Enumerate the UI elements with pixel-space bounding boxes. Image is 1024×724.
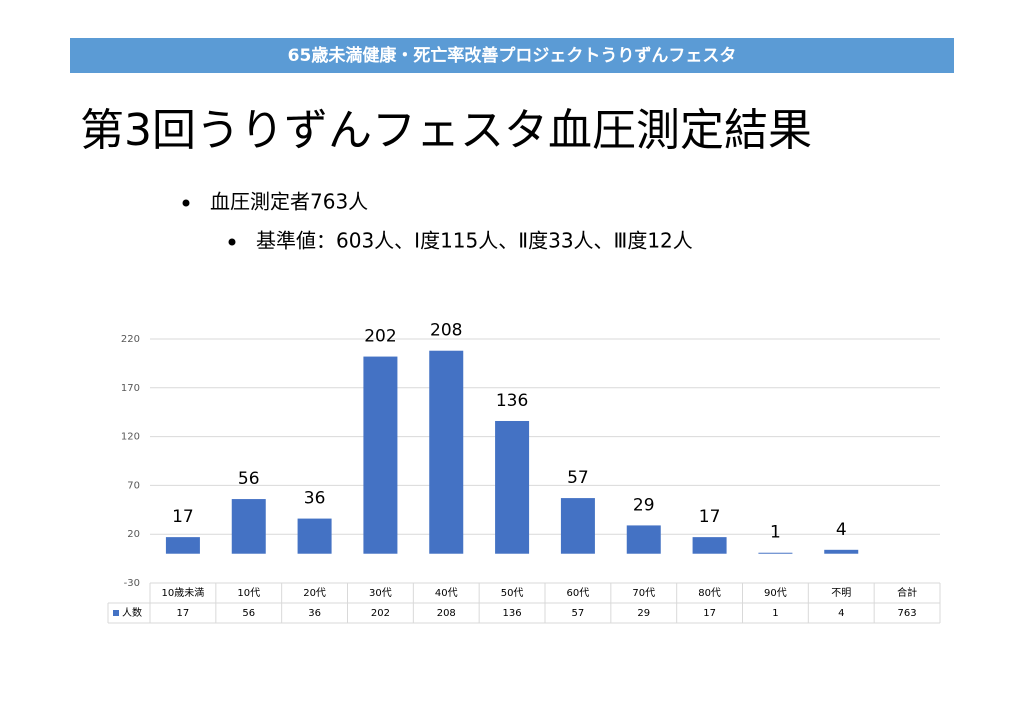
table-value: 1 xyxy=(772,608,778,619)
table-value: 136 xyxy=(503,608,522,619)
data-label: 29 xyxy=(633,495,655,515)
bar xyxy=(165,537,200,554)
bar xyxy=(363,356,398,554)
y-tick-label: 70 xyxy=(127,480,140,491)
banner-text: 65歳未満健康・死亡率改善プロジェクトうりずんフェスタ xyxy=(288,45,737,66)
bullet-text: 血圧測定者763人 xyxy=(210,190,368,214)
data-label: 36 xyxy=(304,489,326,509)
x-tick-label: 10歳未満 xyxy=(162,587,205,599)
x-tick-label: 40代 xyxy=(435,587,458,599)
bar xyxy=(560,498,595,554)
x-tick-label: 60代 xyxy=(567,587,590,599)
x-tick-label: 20代 xyxy=(303,587,326,599)
data-label: 17 xyxy=(699,507,721,527)
y-tick-label: 120 xyxy=(121,432,140,443)
bar xyxy=(758,552,793,554)
x-tick-label: 80代 xyxy=(698,587,721,599)
table-value: 36 xyxy=(308,608,321,619)
x-tick-label: 90代 xyxy=(764,587,787,599)
y-tick-label: 170 xyxy=(121,383,140,394)
bullet xyxy=(228,238,236,246)
table-value: 17 xyxy=(703,608,716,619)
y-tick-label: -30 xyxy=(124,578,140,589)
bar xyxy=(429,350,464,554)
table-value: 57 xyxy=(572,608,585,619)
data-label: 202 xyxy=(364,327,396,347)
bullet-text: 基準値：603人、Ⅰ度115人、Ⅱ度33人、Ⅲ度12人 xyxy=(256,229,693,253)
data-label: 4 xyxy=(836,520,847,540)
bar xyxy=(495,420,530,554)
x-tick-label: 50代 xyxy=(501,587,524,599)
bar xyxy=(626,525,661,554)
table-value: 202 xyxy=(371,608,390,619)
data-label: 1 xyxy=(770,523,781,543)
x-tick-label: 合計 xyxy=(897,586,917,599)
table-value: 29 xyxy=(637,608,650,619)
table-value: 208 xyxy=(437,608,456,619)
data-label: 17 xyxy=(172,507,194,527)
table-value: 4 xyxy=(838,608,844,619)
bar xyxy=(231,499,266,554)
table-value: 763 xyxy=(898,608,917,619)
bar xyxy=(692,537,727,554)
y-tick-label: 20 xyxy=(127,529,140,540)
table-value: 17 xyxy=(177,608,190,619)
table-value: 56 xyxy=(242,608,255,619)
x-tick-label: 不明 xyxy=(831,587,851,599)
x-tick-label: 10代 xyxy=(237,587,260,599)
legend-key xyxy=(113,610,119,616)
x-tick-label: 70代 xyxy=(632,587,655,599)
legend-label: 人数 xyxy=(122,606,142,619)
y-tick-label: 220 xyxy=(121,334,140,345)
data-label: 136 xyxy=(496,391,528,411)
banner xyxy=(70,38,954,73)
bar xyxy=(824,549,859,554)
data-label: 56 xyxy=(238,469,260,489)
bar xyxy=(297,518,332,554)
data-label: 57 xyxy=(567,468,589,488)
x-tick-label: 30代 xyxy=(369,587,392,599)
bullet xyxy=(182,199,190,207)
slide-title: 第3回うりずんフェスタ血圧測定結果 xyxy=(80,105,812,156)
data-label: 208 xyxy=(430,321,462,341)
